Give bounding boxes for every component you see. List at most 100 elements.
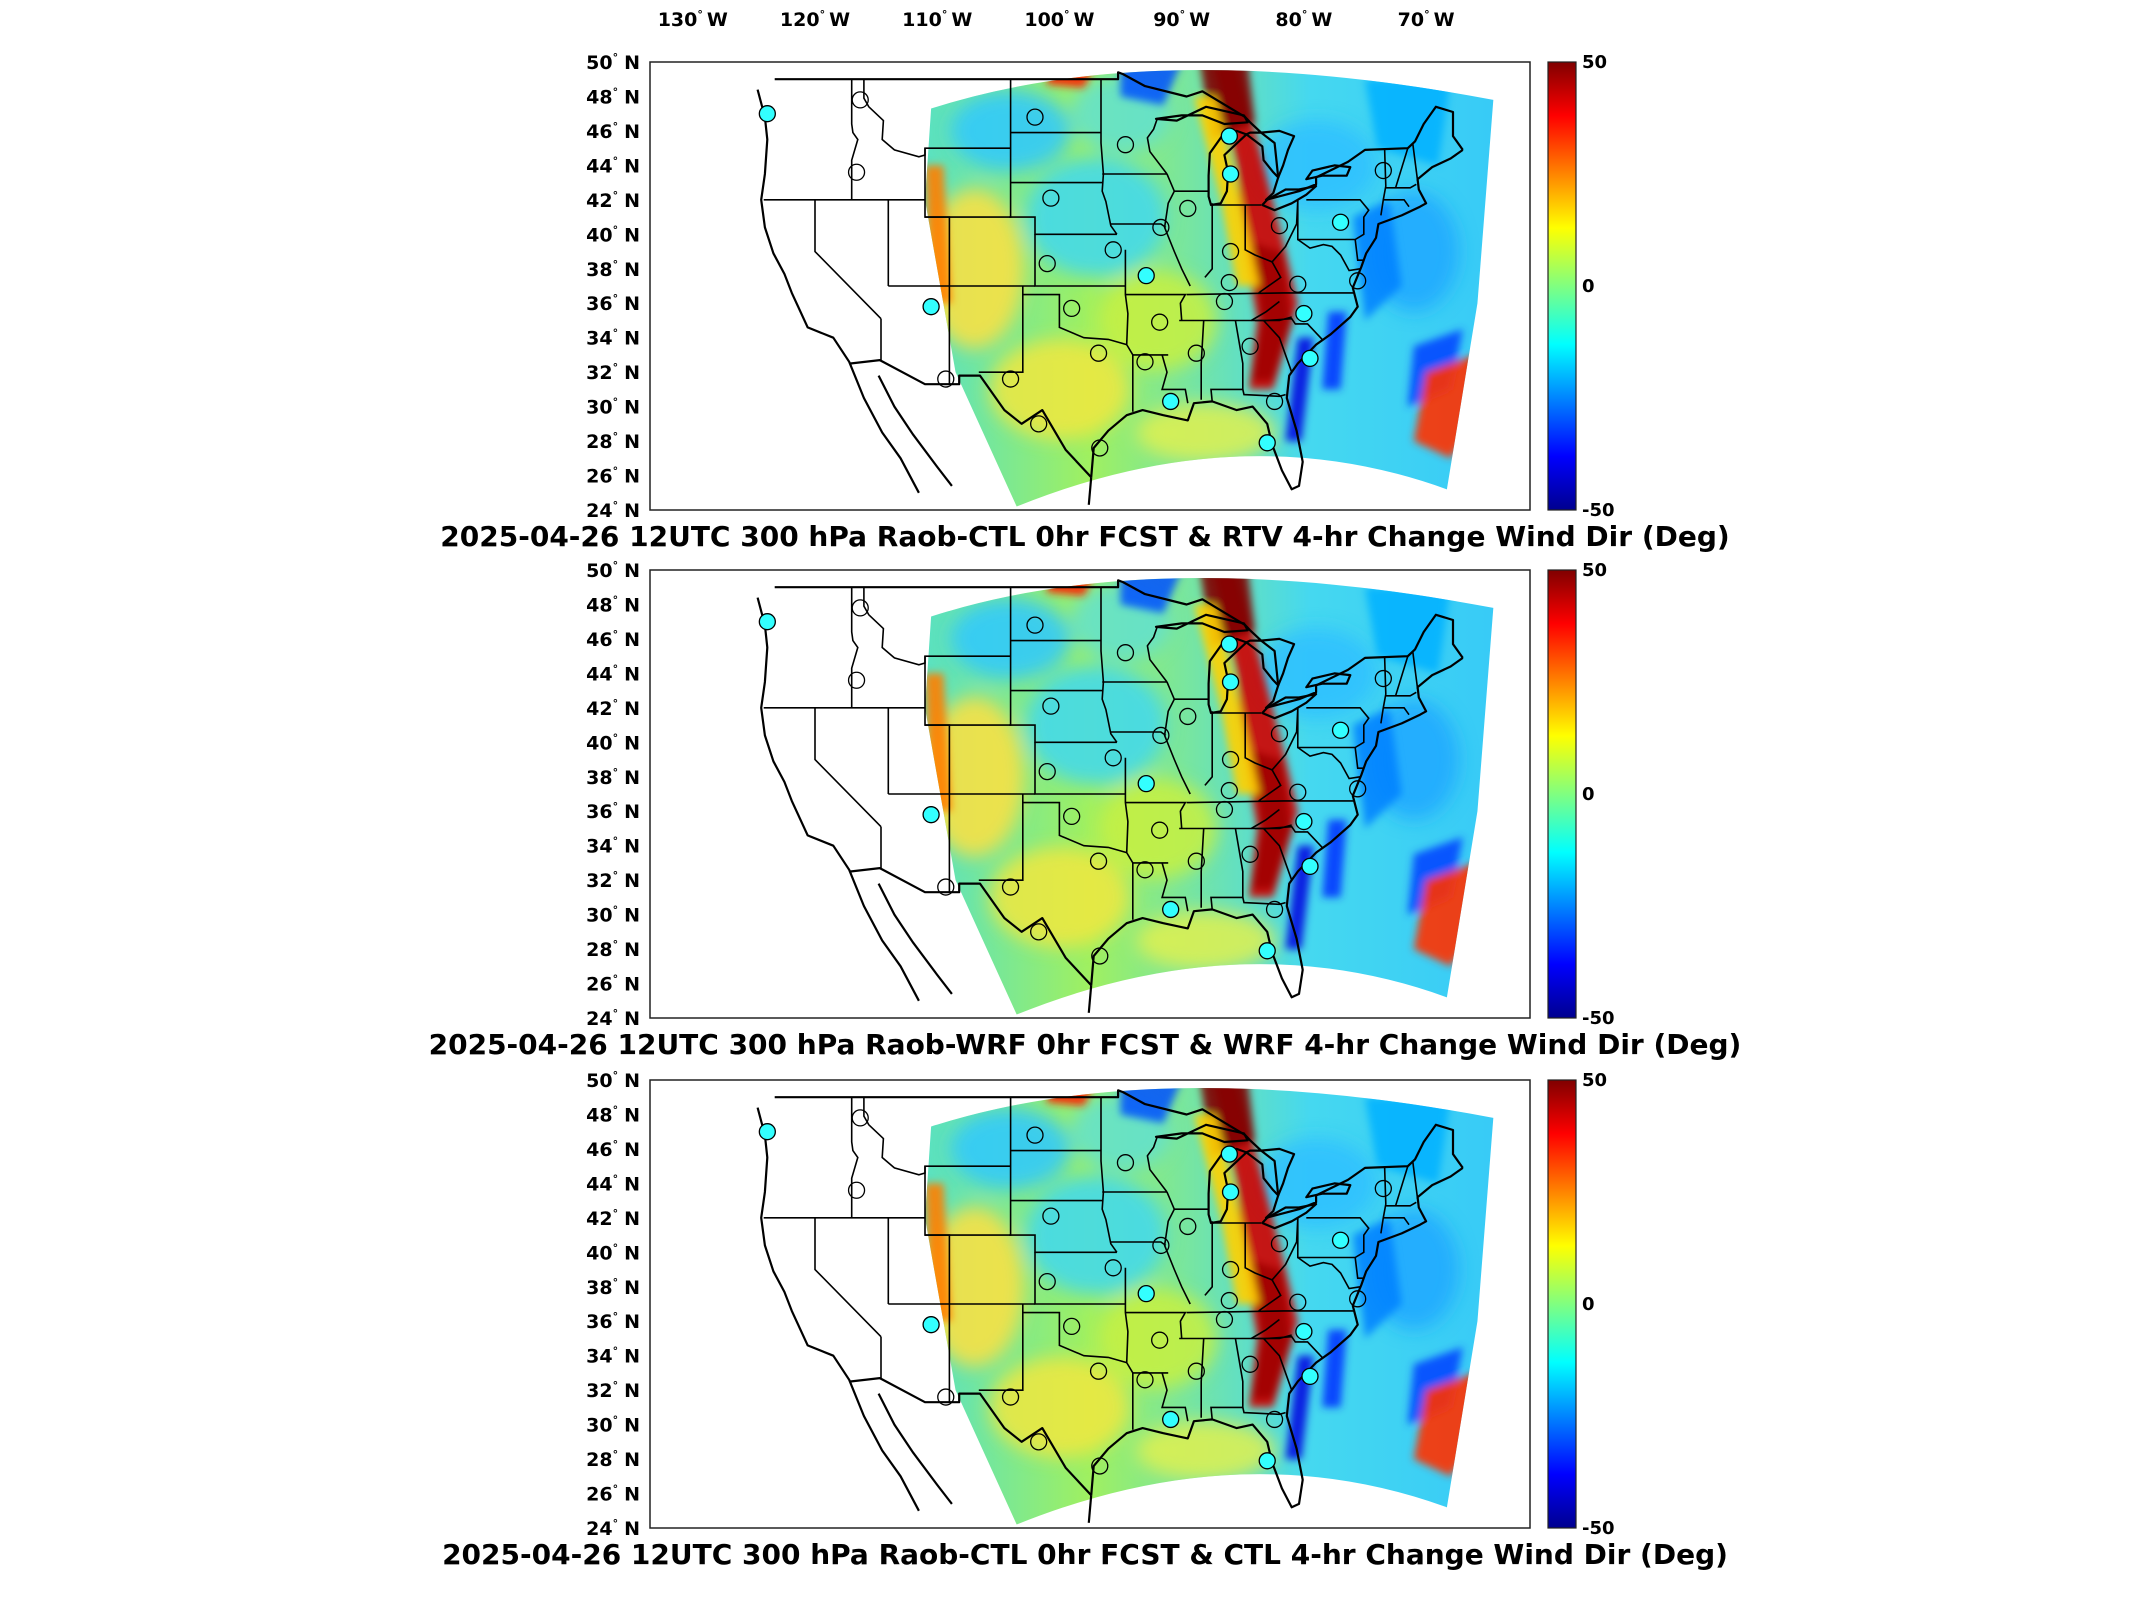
latitude-labels: 50° N 48° N 46° N 44° N 42° N 40° N 38° N 36° N 34° N 32° N…: [586, 51, 640, 522]
state-border: [814, 199, 882, 320]
latitude-label: 28° N: [586, 938, 640, 961]
station-marker: [1221, 1183, 1240, 1201]
state-border: [1385, 183, 1417, 189]
state-border: [1258, 769, 1282, 802]
state-border: [1242, 1407, 1286, 1416]
station-marker: [1038, 762, 1056, 781]
station-marker: [1026, 616, 1044, 634]
state-border: [1258, 261, 1282, 294]
east-and-gulf-coastline: [1090, 657, 1464, 999]
latitude-label: 50° N: [586, 51, 640, 74]
state-border: [1411, 142, 1419, 182]
station-marker: [1220, 1291, 1238, 1310]
station-marker: [1221, 673, 1240, 691]
latitude-label: 50° N: [586, 1069, 640, 1092]
map-panel-1: 50° N 48° N 46° N 44° N 42° N 40° N 38° N 36° N 34° N 32° N…: [440, 51, 1729, 553]
state-border: [1034, 1252, 1126, 1305]
mexico-gulf-coast: [1087, 985, 1093, 1013]
station-marker: [1221, 750, 1240, 769]
state-border: [1186, 800, 1354, 804]
station-marker: [1179, 707, 1197, 726]
station-marker: [1042, 189, 1060, 207]
station-marker: [1221, 165, 1240, 183]
latitude-label: 44° N: [586, 154, 640, 177]
state-borders: [763, 79, 1419, 412]
panel-title: 2025-04-26 12UTC 300 hPa Raob-CTL 0hr FC…: [440, 520, 1729, 553]
state-border: [1125, 293, 1187, 321]
station-marker: [847, 671, 866, 689]
latitude-label: 42° N: [586, 697, 640, 720]
colorbar-tick-label: -50: [1582, 500, 1615, 521]
station-marker: [1116, 644, 1135, 662]
station-marker: [937, 370, 955, 388]
latitude-labels: 50° N 48° N 46° N 44° N 42° N 40° N 38° N 36° N 34° N 32° N…: [586, 1069, 640, 1540]
state-border: [850, 1097, 859, 1218]
station-marker: [1137, 1285, 1155, 1303]
station-marker: [1042, 697, 1060, 715]
state-border: [1297, 1217, 1370, 1259]
state-border: [1411, 650, 1419, 690]
latitude-label: 32° N: [586, 869, 640, 892]
mexico-border: [850, 1376, 1093, 1497]
mexico-border: [850, 359, 1093, 479]
latitude-label: 42° N: [586, 1207, 640, 1230]
great-lake-outline: [1154, 105, 1249, 126]
colorbar-tick-label: 50: [1582, 1070, 1607, 1091]
station-marker: [1270, 217, 1289, 235]
station-marker: [1137, 267, 1155, 285]
station-marker: [1179, 1217, 1197, 1236]
state-border: [863, 587, 1011, 666]
great-lake-outline: [1207, 637, 1248, 715]
state-border: [1394, 1165, 1409, 1207]
state-border: [1100, 587, 1118, 743]
latitude-label: 24° N: [586, 499, 640, 522]
state-border: [1394, 147, 1409, 189]
state-border: [1250, 300, 1280, 322]
state-border: [1204, 711, 1213, 786]
state-border: [1146, 626, 1168, 683]
latitude-label: 40° N: [586, 223, 640, 246]
state-border: [1297, 1256, 1361, 1290]
coastlines-and-borders: [756, 1089, 1464, 1523]
state-border: [1034, 234, 1126, 287]
station-marker: [1137, 775, 1155, 793]
great-lake-outline: [1305, 1182, 1352, 1199]
great-lake-outline: [1154, 613, 1249, 634]
state-border: [1297, 199, 1370, 241]
state-border: [863, 79, 1011, 158]
station-marker: [1001, 1388, 1020, 1406]
station-marker: [1091, 1457, 1109, 1475]
state-border: [1200, 828, 1205, 908]
state-border: [1297, 238, 1361, 272]
state-border: [1380, 148, 1387, 216]
station-marker: [1374, 161, 1392, 180]
great-lake-outline: [1245, 1147, 1296, 1197]
state-border: [863, 1097, 1011, 1176]
latitude-label: 44° N: [586, 662, 640, 685]
station-marker: [1136, 861, 1154, 879]
latitude-label: 34° N: [586, 327, 640, 350]
station-marker: [1063, 299, 1081, 318]
station-marker: [1136, 353, 1154, 371]
great-lake-outline: [1305, 164, 1352, 181]
station-marker: [1026, 108, 1044, 126]
longitude-label: 130° W: [658, 8, 728, 31]
station-marker: [1089, 344, 1108, 362]
state-border: [1034, 742, 1126, 795]
latitude-label: 30° N: [586, 396, 640, 419]
colorbar-tick-label: -50: [1582, 1008, 1615, 1029]
state-border: [1100, 1097, 1118, 1253]
station-marker: [1152, 1236, 1170, 1255]
station-marker: [1349, 272, 1367, 290]
latitude-label: 30° N: [586, 1414, 640, 1437]
state-border: [1186, 292, 1354, 296]
station-marker: [1220, 781, 1238, 800]
state-border: [1263, 827, 1293, 881]
great-lake-outline: [1154, 1123, 1249, 1144]
state-border: [850, 587, 859, 708]
mexico-gulf-coast: [1087, 477, 1093, 505]
state-border: [814, 707, 882, 828]
east-and-gulf-coastline: [1090, 1167, 1464, 1509]
state-border: [1354, 1257, 1364, 1279]
colorbar-scale: [1547, 61, 1577, 511]
